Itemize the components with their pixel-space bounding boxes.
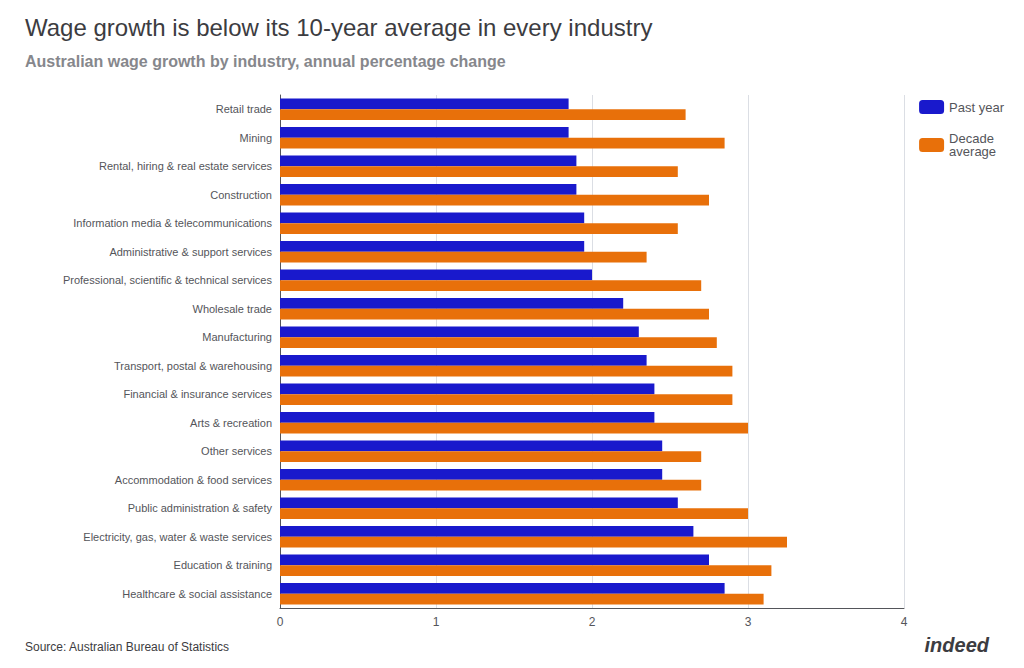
svg-text:0: 0 <box>277 615 284 629</box>
svg-text:Healthcare & social assistance: Healthcare & social assistance <box>122 588 272 600</box>
svg-text:Transport, postal & warehousin: Transport, postal & warehousing <box>114 360 272 372</box>
svg-text:Mining: Mining <box>240 132 272 144</box>
svg-text:Professional, scientific & tec: Professional, scientific & technical ser… <box>63 274 273 286</box>
svg-text:Source: Australian Bureau of S: Source: Australian Bureau of Statistics <box>25 640 229 654</box>
svg-text:4: 4 <box>901 615 908 629</box>
svg-text:Education & training: Education & training <box>174 559 272 571</box>
svg-text:3: 3 <box>745 615 752 629</box>
svg-text:Accommodation & food services: Accommodation & food services <box>115 474 273 486</box>
svg-text:Electricity, gas, water & wast: Electricity, gas, water & waste services <box>83 531 272 543</box>
svg-text:Past year: Past year <box>949 100 1005 115</box>
svg-text:Wage growth is below its 10-ye: Wage growth is below its 10-year average… <box>25 14 652 41</box>
svg-text:Wholesale trade: Wholesale trade <box>193 303 273 315</box>
svg-text:Rental, hiring & real estate s: Rental, hiring & real estate services <box>99 160 273 172</box>
svg-text:1: 1 <box>433 615 440 629</box>
svg-text:Financial & insurance services: Financial & insurance services <box>123 388 272 400</box>
svg-text:Australian wage growth by indu: Australian wage growth by industry, annu… <box>25 53 506 70</box>
svg-text:average: average <box>949 144 996 159</box>
svg-text:indeed: indeed <box>925 634 990 656</box>
svg-text:2: 2 <box>589 615 596 629</box>
svg-text:Administrative & support servi: Administrative & support services <box>109 246 272 258</box>
svg-text:Public administration & safety: Public administration & safety <box>128 502 273 514</box>
svg-text:Manufacturing: Manufacturing <box>202 331 272 343</box>
svg-text:Other services: Other services <box>201 445 272 457</box>
svg-text:Information media & telecommun: Information media & telecommunications <box>73 217 272 229</box>
svg-text:Decade: Decade <box>949 131 994 146</box>
svg-text:Retail trade: Retail trade <box>216 103 272 115</box>
svg-text:Arts & recreation: Arts & recreation <box>190 417 272 429</box>
svg-text:Construction: Construction <box>210 189 272 201</box>
